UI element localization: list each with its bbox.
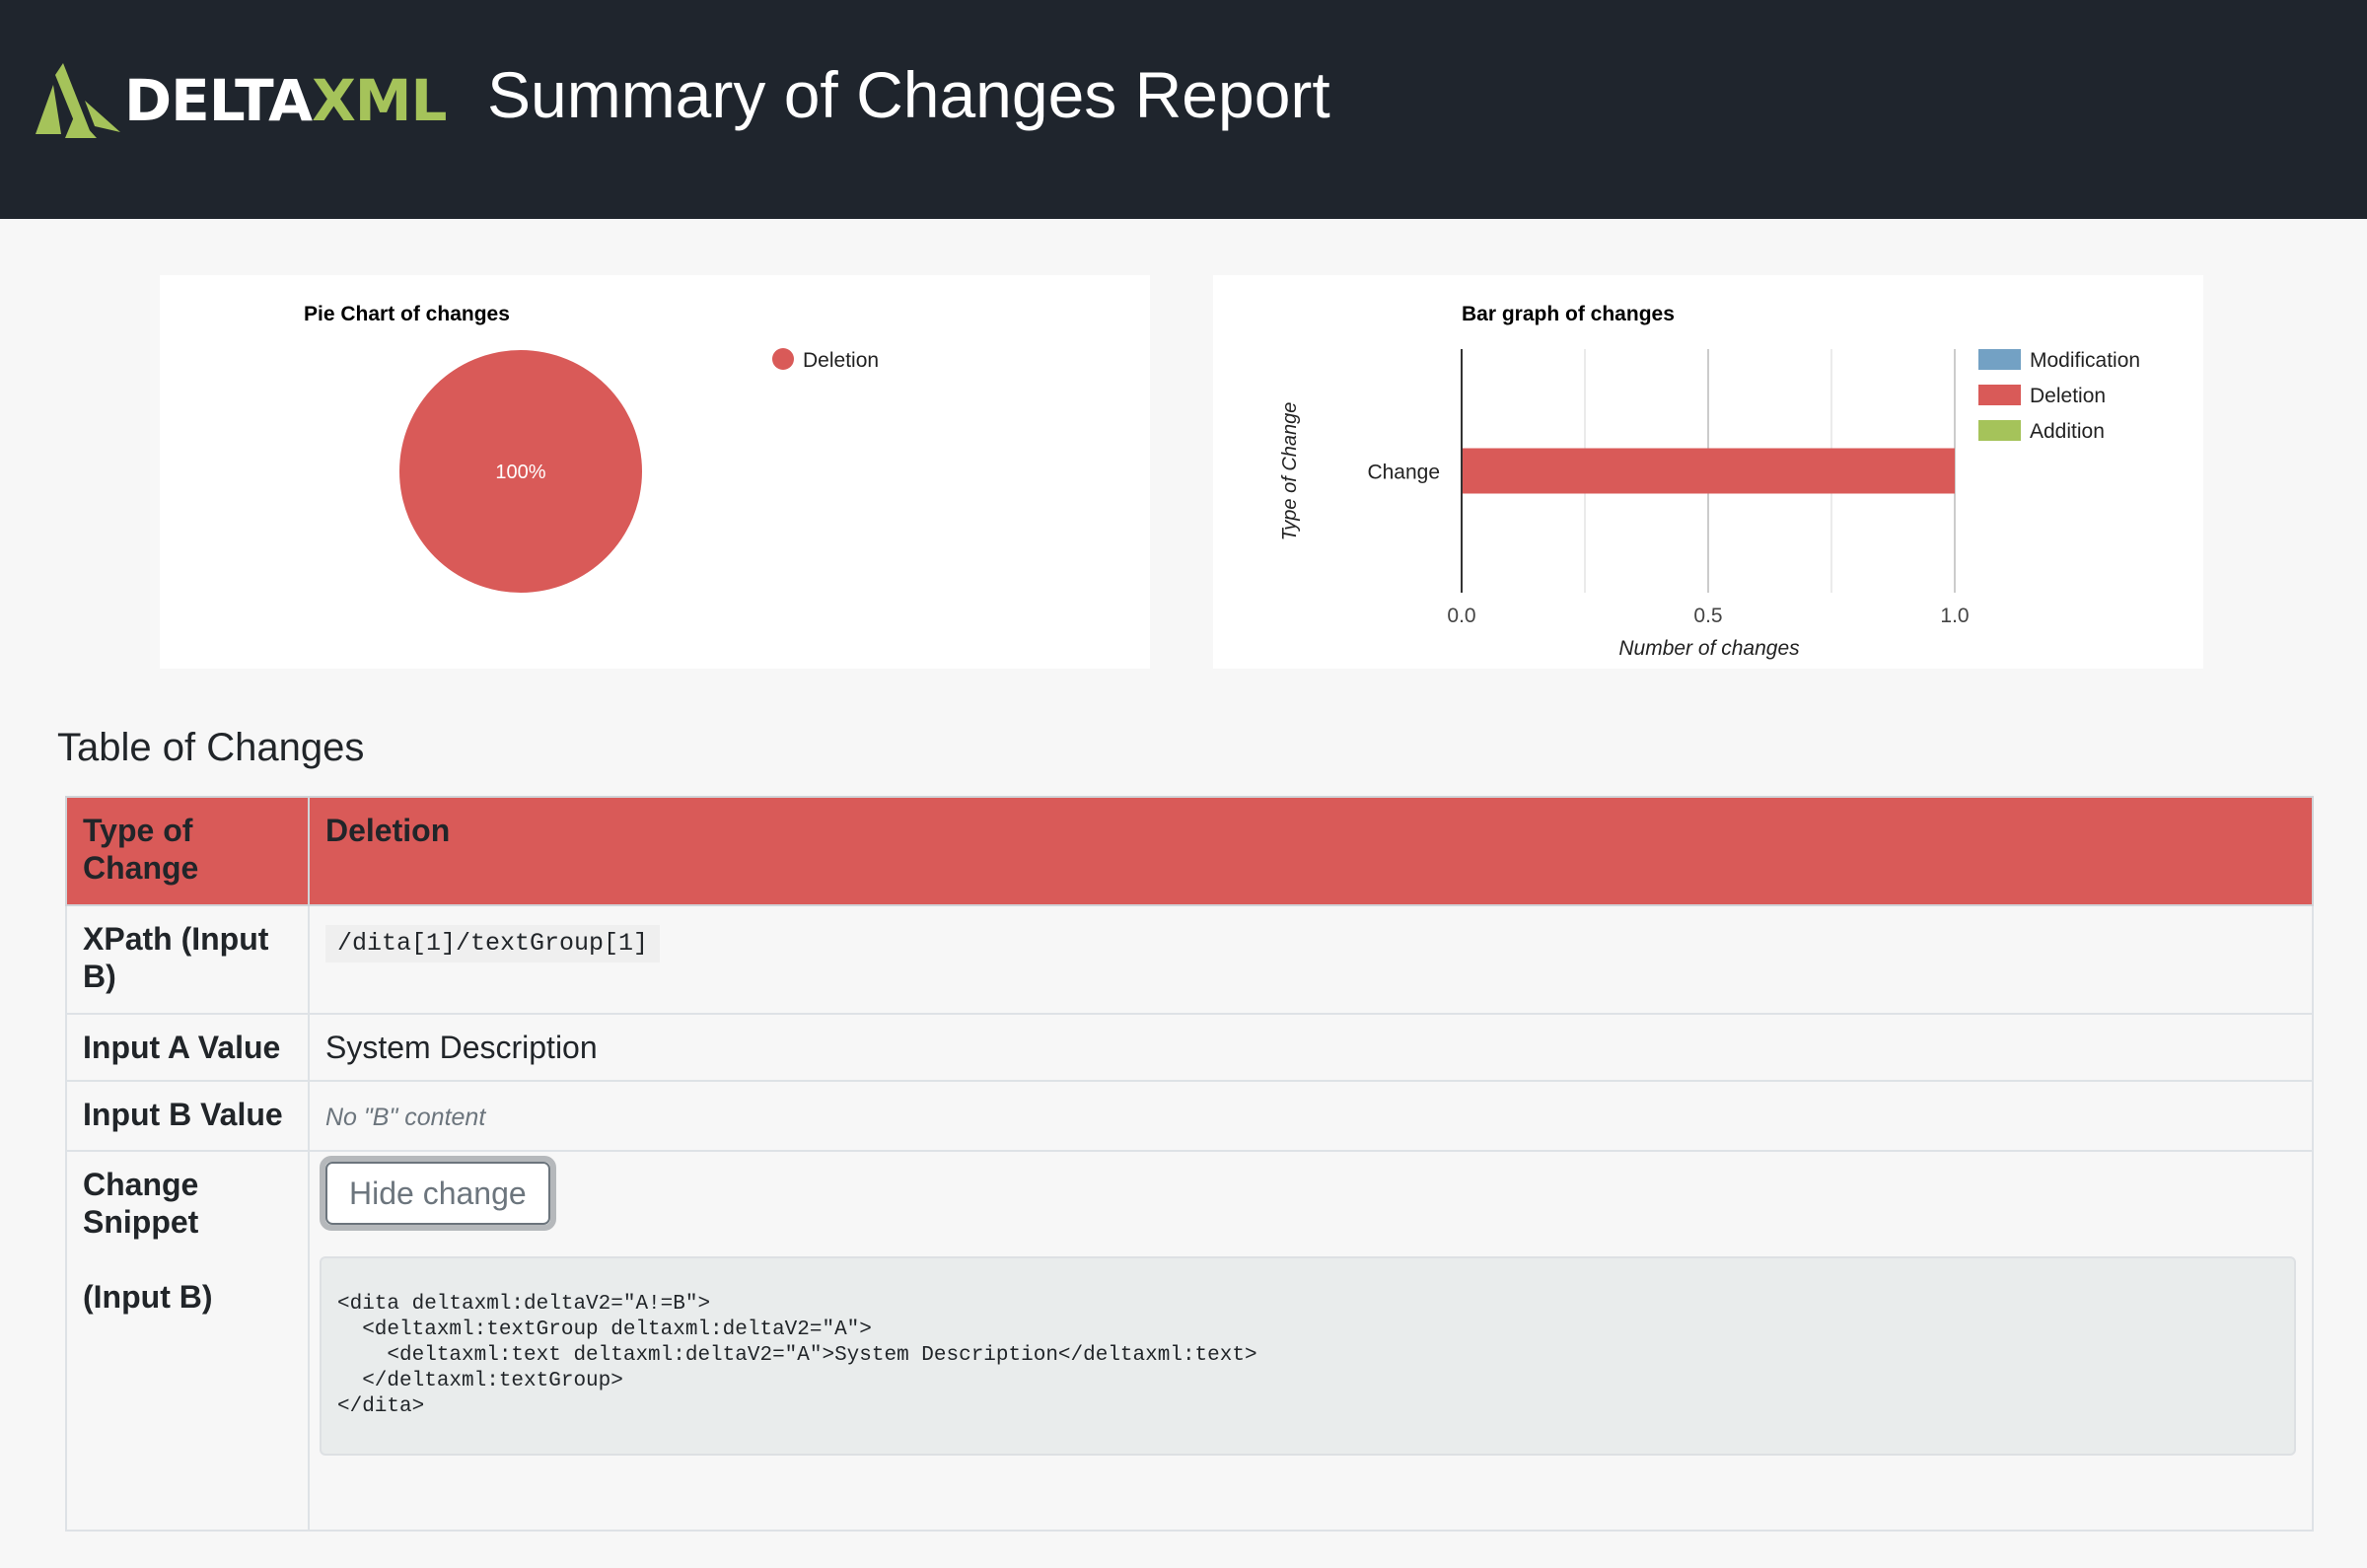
x-axis-label: Number of changes [1618, 637, 1800, 660]
xpath-value: /dita[1]/textGroup[1] [325, 925, 661, 962]
row-label: Change Snippet [83, 1167, 199, 1240]
table-title: Table of Changes [57, 726, 365, 769]
hide-change-button[interactable]: Hide change [320, 1156, 556, 1231]
x-tick-label: 0.5 [1693, 605, 1722, 627]
logo-mark-icon [36, 63, 120, 138]
logo-text-accent: XML [312, 67, 447, 134]
pie-slice-deletion [399, 350, 642, 593]
deltaxml-logo: DELTAXML [36, 61, 447, 140]
table-row: XPath (Input B) /dita[1]/textGroup[1] [65, 904, 2314, 1015]
row-label-sub: (Input B) [83, 1279, 213, 1315]
hide-change-label: Hide change [325, 1162, 550, 1225]
y-axis-label: Type of Change [1279, 402, 1301, 541]
row-label: Input B Value [65, 1080, 310, 1152]
pie-slice-label: 100% [495, 462, 545, 483]
table-row: Input B Value No "B" content [65, 1080, 2314, 1152]
input-b-value: No "B" content [325, 1104, 486, 1131]
bar-legend-swatch [1978, 385, 2021, 405]
pie-chart-title: Pie Chart of changes [304, 303, 510, 325]
logo-text: DELTA [124, 67, 313, 134]
bar-category-label: Change [1367, 462, 1440, 484]
bar-chart-title: Bar graph of changes [1462, 303, 1675, 325]
change-snippet-code: <dita deltaxml:deltaV2="A!=B"> <deltaxml… [320, 1256, 2296, 1456]
input-a-value: System Description [308, 1013, 2314, 1082]
charts-layer: Pie Chart of changes 100% Deletion Bar grap… [304, 303, 2140, 660]
bar-legend-swatch [1978, 420, 2021, 441]
bar-legend-label: Modification [2030, 349, 2140, 372]
x-tick-label: 1.0 [1940, 605, 1969, 627]
bar-deletion [1462, 448, 1955, 494]
row-label: Type of Change [65, 796, 310, 906]
page-title: Summary of Changes Report [487, 58, 1330, 131]
bar-legend-label: Deletion [2030, 385, 2106, 407]
bar-legend-label: Addition [2030, 420, 2105, 443]
table-row: Input A Value System Description [65, 1013, 2314, 1082]
pie-chart-card [160, 275, 1150, 669]
change-type-value: Deletion [308, 796, 2314, 906]
table-row: Type of Change Deletion [65, 796, 2314, 906]
changes-table: Type of Change Deletion XPath (Input B) … [65, 796, 2314, 1532]
pie-legend-label: Deletion [803, 349, 879, 372]
pie-legend-dot [772, 348, 794, 370]
bar-legend-swatch [1978, 349, 2021, 370]
page-header: DELTAXML Summary of Changes Report [0, 0, 2367, 219]
row-label: Input A Value [65, 1013, 310, 1082]
x-tick-label: 0.0 [1447, 605, 1475, 627]
table-row: Change Snippet (Input B) Hide change <di… [65, 1150, 2314, 1532]
row-label: XPath (Input B) [65, 904, 310, 1015]
